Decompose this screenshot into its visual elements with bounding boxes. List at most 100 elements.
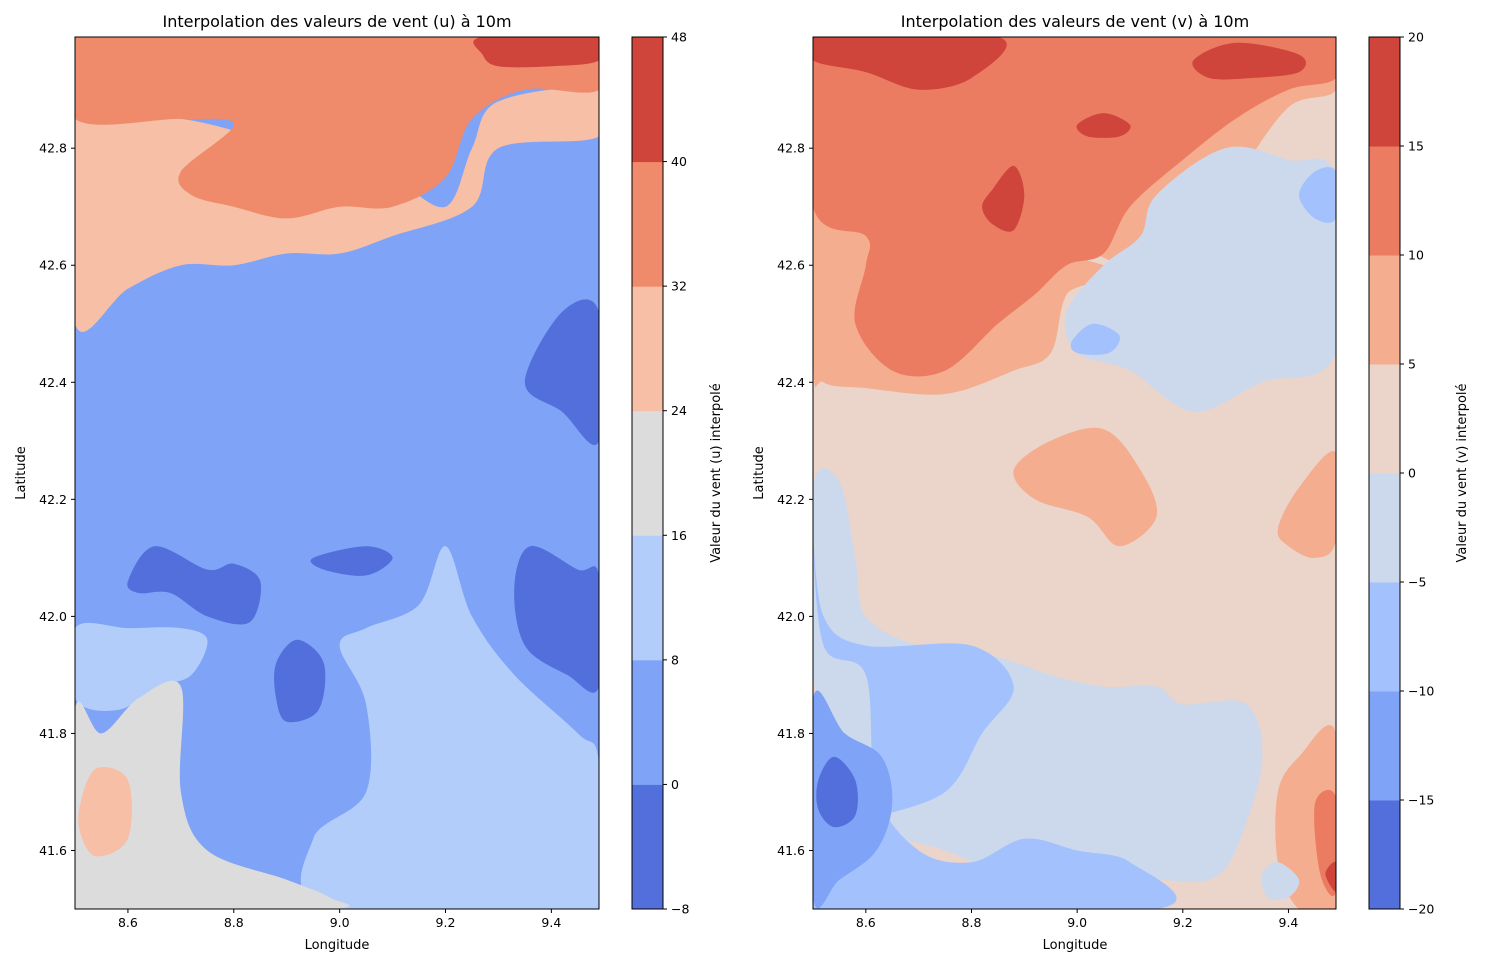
u-y-axis: 41.6 41.8 42.0 42.2 42.4 42.6 42.8: [39, 141, 75, 858]
u-colorbar-tick-label: 24: [671, 403, 687, 418]
u-colorbar-band: [632, 410, 663, 536]
v-colorbar-band: [1369, 582, 1400, 692]
u-x-tick-label: 8.6: [118, 915, 138, 930]
u-x-axis: 8.6 8.8 9.0 9.2 9.4: [118, 909, 561, 930]
u-colorbar-tick-label: 48: [671, 30, 687, 45]
v-contour-region-15: [816, 756, 858, 828]
u-y-axis-label: Latitude: [14, 446, 29, 500]
v-wind-panel: Interpolation des valeurs de vent (v) à …: [752, 12, 1470, 953]
v-contour-region-9: [1064, 146, 1336, 412]
v-x-tick-label: 9.0: [1067, 915, 1087, 930]
u-y-tick-label: 42.6: [39, 258, 67, 273]
v-colorbar-tick-label: 5: [1408, 357, 1416, 372]
v-colorbar-band: [1369, 37, 1400, 147]
u-colorbar-band: [632, 161, 663, 287]
v-contour-plot: [813, 37, 1336, 909]
v-colorbar-tick-label: −20: [1408, 902, 1434, 917]
u-colorbar: −8 0 8 16 24 32 40 48: [631, 30, 689, 917]
v-contour-region-11: [1299, 167, 1336, 223]
v-colorbar-band: [1369, 364, 1400, 474]
v-colorbar-band: [1369, 800, 1400, 910]
v-chart-title: Interpolation des valeurs de vent (v) à …: [901, 12, 1249, 31]
v-x-tick-label: 9.2: [1173, 915, 1193, 930]
u-contour-plot: [75, 37, 599, 909]
u-colorbar-band: [632, 535, 663, 661]
v-colorbar-tick-label: −10: [1408, 684, 1434, 699]
u-wind-panel: Interpolation des valeurs de vent (u) à …: [14, 12, 724, 953]
u-contour-region-6: [310, 546, 393, 576]
v-colorbar-band: [1369, 473, 1400, 583]
u-contour-region-4: [524, 299, 599, 445]
v-contour-region-18: [1325, 861, 1336, 892]
u-y-tick-label: 42.2: [39, 492, 67, 507]
v-x-tick-label: 9.4: [1279, 915, 1299, 930]
v-colorbar: −20 −15 −10 −5 0 5 10 15 20: [1368, 30, 1434, 917]
u-x-tick-label: 8.8: [224, 915, 244, 930]
u-contour-region-1: [75, 87, 599, 332]
v-y-tick-label: 42.4: [777, 375, 805, 390]
v-x-tick-label: 8.6: [856, 915, 876, 930]
u-colorbar-tick-label: 0: [671, 777, 679, 792]
v-contour-region-7: [982, 165, 1025, 232]
u-colorbar-tick-label: 40: [671, 154, 687, 169]
v-colorbar-tick-label: 20: [1408, 30, 1424, 45]
v-y-tick-label: 42.8: [777, 141, 805, 156]
v-y-axis: 41.6 41.8 42.0 42.2 42.4 42.6 42.8: [777, 141, 813, 858]
u-colorbar-band: [632, 659, 663, 785]
v-contour-region-16: [1261, 862, 1300, 900]
u-colorbar-tick-label: −8: [671, 902, 689, 917]
v-contour-region-5: [813, 37, 1007, 90]
v-y-axis-label: Latitude: [752, 446, 767, 500]
u-colorbar-label: Valeur du vent (u) interpolé: [709, 383, 724, 563]
u-x-axis-label: Longitude: [305, 938, 370, 953]
v-y-tick-label: 41.8: [777, 726, 805, 741]
u-x-tick-label: 9.0: [330, 915, 350, 930]
v-contour-region-4: [813, 37, 1336, 377]
u-colorbar-band: [632, 37, 663, 163]
v-colorbar-tick-label: −5: [1408, 575, 1426, 590]
v-y-tick-label: 42.6: [777, 258, 805, 273]
v-y-tick-label: 41.6: [777, 843, 805, 858]
u-y-tick-label: 42.0: [39, 609, 67, 624]
u-contour-region-7: [274, 639, 326, 723]
v-x-tick-label: 8.8: [962, 915, 982, 930]
v-contour-region-1: [1013, 427, 1158, 547]
v-x-axis-label: Longitude: [1043, 938, 1108, 953]
u-colorbar-tick-label: 32: [671, 279, 687, 294]
u-y-tick-label: 42.4: [39, 375, 67, 390]
v-colorbar-band: [1369, 691, 1400, 801]
v-contour-region-8: [1076, 113, 1131, 138]
u-colorbar-frame: [631, 36, 664, 910]
v-contour-region-10: [1070, 323, 1121, 355]
u-contour-region-5: [127, 546, 262, 625]
v-y-tick-label: 42.2: [777, 492, 805, 507]
u-plot-frame: [74, 36, 600, 910]
v-contour-region-2: [1277, 450, 1336, 558]
v-colorbar-tick-label: −15: [1408, 793, 1434, 808]
v-colorbar-tick-label: 10: [1408, 248, 1424, 263]
v-colorbar-band: [1369, 255, 1400, 365]
v-contour-region-6: [1192, 42, 1306, 80]
u-chart-title: Interpolation des valeurs de vent (u) à …: [162, 12, 511, 31]
v-colorbar-label: Valeur du vent (v) interpolé: [1455, 383, 1470, 562]
u-contour-region-9: [75, 622, 208, 711]
u-colorbar-band: [632, 286, 663, 412]
u-colorbar-tick-label: 16: [671, 528, 687, 543]
u-contour-region-3: [473, 37, 599, 68]
u-colorbar-tick-label: 8: [671, 652, 679, 667]
u-contour-region-11: [75, 680, 350, 909]
u-x-tick-label: 9.2: [436, 915, 456, 930]
u-contour-region-10: [300, 546, 599, 909]
u-contour-region-8: [514, 546, 599, 693]
v-y-tick-label: 42.0: [777, 609, 805, 624]
v-colorbar-band: [1369, 146, 1400, 256]
u-colorbar-band: [632, 784, 663, 910]
v-colorbar-tick-label: 0: [1408, 466, 1416, 481]
v-plot-frame: [812, 36, 1337, 910]
u-y-tick-label: 41.8: [39, 726, 67, 741]
u-contour-region-12: [78, 767, 132, 857]
u-y-tick-label: 42.8: [39, 141, 67, 156]
v-x-axis: 8.6 8.8 9.0 9.2 9.4: [856, 909, 1299, 930]
u-y-tick-label: 41.6: [39, 843, 67, 858]
